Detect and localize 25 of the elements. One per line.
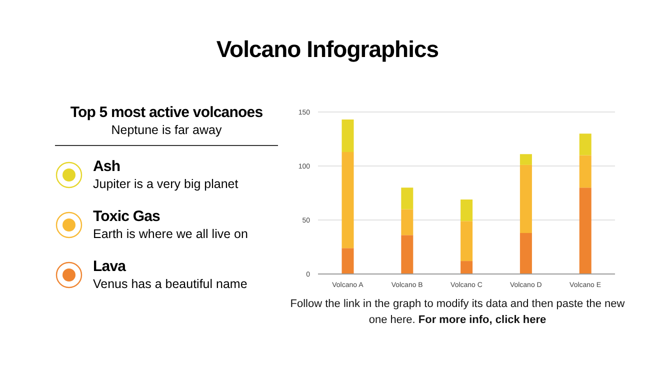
chart-title: Volcano Infographics	[215, 36, 440, 63]
text: Jupiter is a very big planet	[93, 177, 238, 191]
legend-label: Toxic Gas	[93, 208, 161, 225]
text: Earth is where we all live on	[93, 227, 248, 241]
bar	[342, 152, 354, 248]
text: Venus has a beautiful name	[93, 277, 248, 291]
bar	[401, 188, 414, 210]
legend-label: Ash	[93, 158, 122, 175]
bar	[579, 188, 592, 274]
text: For more info, click here	[418, 314, 546, 326]
bar	[401, 235, 414, 274]
bar	[401, 209, 414, 236]
bar	[520, 154, 532, 165]
bar	[460, 221, 473, 262]
bar	[579, 134, 592, 156]
bar	[520, 164, 532, 233]
text: Neptune is far away	[55, 123, 278, 146]
bar	[342, 120, 354, 152]
bar	[460, 261, 473, 274]
legend-label: Lava	[93, 258, 127, 275]
bar	[342, 248, 354, 274]
bar	[579, 155, 592, 188]
bar	[520, 232, 532, 274]
legend-title: Top 5 most active volcanoes	[69, 104, 264, 121]
bar	[460, 199, 473, 222]
